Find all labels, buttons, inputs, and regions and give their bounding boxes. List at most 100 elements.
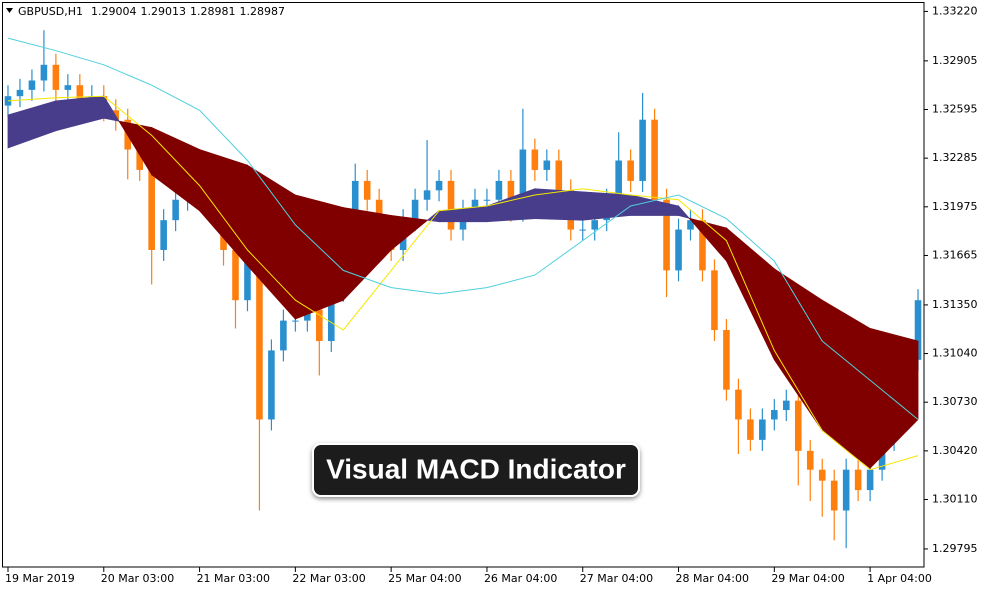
candle-body	[735, 389, 742, 420]
y-tick-label: 1.31350	[932, 298, 978, 311]
candle-body	[304, 309, 311, 321]
candle-body	[711, 270, 718, 331]
candle-body	[327, 290, 335, 341]
candle-body	[854, 469, 862, 491]
moving-average	[7, 37, 919, 420]
macd-band	[294, 194, 344, 320]
y-tick-label: 1.33220	[932, 4, 978, 17]
high-value: 1.29013	[140, 5, 186, 18]
candle-body	[591, 220, 599, 230]
low-value: 1.28981	[190, 5, 236, 18]
candle-body	[651, 119, 658, 200]
axes: 1.33220 1.32905 1.32595 1.32285 1.31975 1.316…	[5, 4, 978, 585]
candle-body	[316, 309, 323, 341]
plot-frame	[2, 2, 925, 568]
candle-body	[914, 300, 922, 360]
candle-body	[483, 199, 491, 201]
candle-body	[699, 220, 706, 271]
macd-band	[582, 191, 632, 221]
candle-body	[64, 85, 72, 90]
candle-body	[830, 480, 838, 511]
x-tick-label: 20 Mar 03:00	[101, 572, 174, 585]
macd-band	[103, 94, 120, 122]
y-tick-label: 1.30420	[932, 444, 978, 457]
candle-body	[160, 220, 167, 250]
candle-body	[363, 180, 371, 200]
symbol: GBPUSD,H1	[18, 5, 83, 18]
macd-band	[678, 204, 691, 219]
x-tick-label: 29 Mar 04:00	[771, 572, 844, 585]
candle-body	[519, 149, 527, 211]
close-value: 1.28987	[239, 5, 285, 18]
candle-body	[351, 180, 359, 230]
candle-body	[543, 160, 551, 170]
candle-body	[507, 180, 515, 211]
candle-body	[256, 260, 263, 420]
candle-body	[842, 469, 850, 511]
candle-body	[818, 469, 826, 481]
y-tick-label: 1.29795	[932, 542, 978, 555]
candle-body	[794, 400, 802, 451]
candle-body	[723, 330, 730, 390]
chart-header: GBPUSD,H1 1.29004 1.29013 1.28981 1.28987	[18, 5, 285, 18]
y-tick-label: 1.32595	[932, 103, 978, 116]
candle-body	[771, 410, 778, 420]
x-tick-label: 27 Mar 04:00	[580, 572, 653, 585]
candle-body	[411, 199, 419, 221]
candle-body	[268, 350, 275, 420]
candle-body	[495, 180, 503, 200]
candle-body	[40, 64, 48, 81]
candle-body	[447, 180, 455, 230]
y-tick-label: 1.32285	[932, 151, 978, 164]
y-tick-label: 1.30110	[932, 493, 978, 506]
candle-body	[244, 260, 251, 301]
candle-body	[471, 199, 479, 211]
open-value: 1.29004	[91, 5, 137, 18]
candle-body	[747, 419, 754, 440]
candle-body	[663, 199, 670, 271]
candle-body	[627, 160, 634, 181]
moving-average	[7, 95, 919, 471]
y-tick-label: 1.31040	[932, 347, 978, 360]
candle-body	[423, 190, 431, 200]
candle-body	[806, 450, 814, 470]
x-tick-label: 26 Mar 04:00	[484, 572, 557, 585]
x-tick-label: 19 Mar 2019	[5, 572, 75, 585]
x-tick-label: 28 Mar 04:00	[676, 572, 749, 585]
y-tick-label: 1.30730	[932, 395, 978, 408]
y-tick-label: 1.32905	[932, 54, 978, 67]
candle-body	[783, 400, 790, 411]
candle-body	[615, 160, 622, 200]
annotation-box: Visual MACD Indicator	[312, 443, 640, 497]
annotation: Visual MACD Indicator	[326, 453, 626, 484]
candle-body	[639, 119, 646, 181]
candle-body	[16, 89, 24, 97]
candle-body	[866, 469, 874, 491]
candle-body	[232, 249, 239, 301]
candle-body	[292, 320, 299, 322]
y-tick-label: 1.31665	[932, 248, 978, 261]
candle-body	[280, 320, 287, 351]
x-tick-label: 25 Mar 04:00	[388, 572, 461, 585]
x-tick-label: 22 Mar 03:00	[292, 572, 365, 585]
macd-band	[390, 214, 429, 251]
candle-body	[4, 96, 12, 106]
candle-body	[759, 419, 766, 440]
candle-body	[112, 110, 120, 120]
plot-area	[4, 30, 922, 549]
menu-arrow[interactable]	[6, 8, 13, 13]
candle-body	[435, 180, 443, 191]
candle-body	[687, 220, 694, 230]
candle-body	[148, 169, 155, 250]
candle-body	[76, 85, 84, 101]
candle-body	[172, 199, 179, 221]
annotation-background	[312, 443, 640, 497]
x-tick-label: 1 Apr 04:00	[867, 572, 932, 585]
candle-body	[675, 229, 682, 271]
candle-body	[52, 64, 60, 90]
macd-band	[869, 327, 919, 470]
x-tick-label: 21 Mar 03:00	[197, 572, 270, 585]
y-tick-label: 1.31975	[932, 200, 978, 213]
